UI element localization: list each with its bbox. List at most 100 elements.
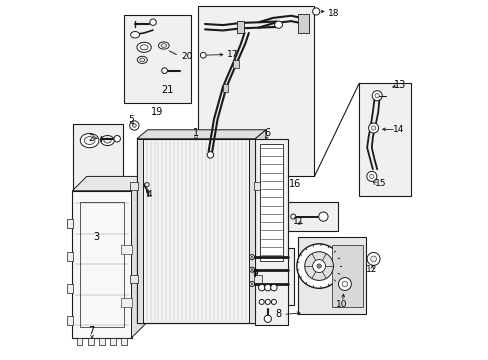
Text: 21: 21 [161,85,173,95]
Circle shape [366,171,376,181]
Circle shape [250,256,253,258]
Circle shape [200,52,206,58]
Ellipse shape [101,135,114,145]
Bar [121,338,127,345]
Text: 2: 2 [88,134,94,143]
Ellipse shape [274,21,282,28]
Bar [255,139,287,325]
Circle shape [264,315,271,322]
Bar [130,275,138,283]
Circle shape [249,267,254,272]
Circle shape [114,135,120,142]
Bar [72,191,131,338]
Bar [67,220,73,228]
Bar [73,125,122,191]
Bar [297,14,308,33]
Bar [137,139,143,323]
Circle shape [144,183,149,187]
Bar [359,83,410,196]
Text: 11: 11 [292,217,304,226]
Ellipse shape [84,136,95,144]
Bar [137,139,255,323]
Circle shape [368,123,378,133]
Ellipse shape [140,58,144,62]
Ellipse shape [104,138,111,143]
Circle shape [318,212,327,221]
Circle shape [270,284,277,291]
Text: 7: 7 [88,325,94,336]
Bar [67,252,73,261]
Text: 20: 20 [181,52,192,61]
Polygon shape [255,130,265,323]
Polygon shape [131,176,145,338]
Ellipse shape [158,42,169,49]
Text: 18: 18 [327,9,339,18]
Ellipse shape [137,56,147,63]
Circle shape [250,269,253,271]
Circle shape [129,121,139,130]
Circle shape [312,260,325,273]
Circle shape [312,8,319,15]
Circle shape [149,19,156,26]
Bar [332,244,362,307]
Bar [80,202,124,327]
Text: 3: 3 [93,232,99,242]
Circle shape [371,91,382,101]
Ellipse shape [161,44,166,47]
Ellipse shape [207,152,213,158]
Circle shape [371,126,375,130]
Ellipse shape [80,134,99,148]
Circle shape [304,252,333,280]
Bar [253,275,261,283]
Bar [287,202,337,231]
Text: 10: 10 [335,300,346,309]
Circle shape [290,214,295,219]
Bar [223,84,228,92]
Text: 4: 4 [146,190,152,199]
Bar [110,338,116,345]
Text: 13: 13 [393,80,406,90]
Circle shape [366,252,379,265]
Bar [259,144,283,261]
Circle shape [162,68,167,73]
Circle shape [132,124,136,127]
Bar [77,338,82,345]
Circle shape [338,278,351,291]
Circle shape [374,94,379,98]
Bar [248,139,255,323]
Circle shape [370,256,376,262]
Bar [247,248,293,305]
Circle shape [316,264,321,268]
Text: 9: 9 [252,269,258,278]
Text: 14: 14 [392,125,404,134]
Circle shape [259,300,264,305]
Bar [67,316,73,325]
Circle shape [341,281,347,287]
Ellipse shape [140,45,148,50]
Circle shape [258,284,264,291]
Bar [198,6,314,176]
Bar [121,244,132,253]
Circle shape [296,244,341,288]
Text: 12: 12 [366,265,377,274]
Bar [237,22,244,33]
Circle shape [250,283,253,285]
Polygon shape [72,176,145,191]
Circle shape [369,174,373,179]
Text: 8: 8 [275,310,281,319]
Text: 15: 15 [374,179,386,188]
Text: 5: 5 [128,114,134,123]
Circle shape [249,255,254,260]
Ellipse shape [137,42,151,52]
Bar [130,182,138,190]
Circle shape [264,284,270,291]
Text: 6: 6 [264,128,270,138]
Bar [253,182,261,190]
Bar [88,338,93,345]
Circle shape [265,300,270,305]
Circle shape [271,300,276,305]
Text: 19: 19 [151,107,163,117]
Bar [99,338,104,345]
Text: 17: 17 [227,50,238,59]
Bar [298,237,366,315]
